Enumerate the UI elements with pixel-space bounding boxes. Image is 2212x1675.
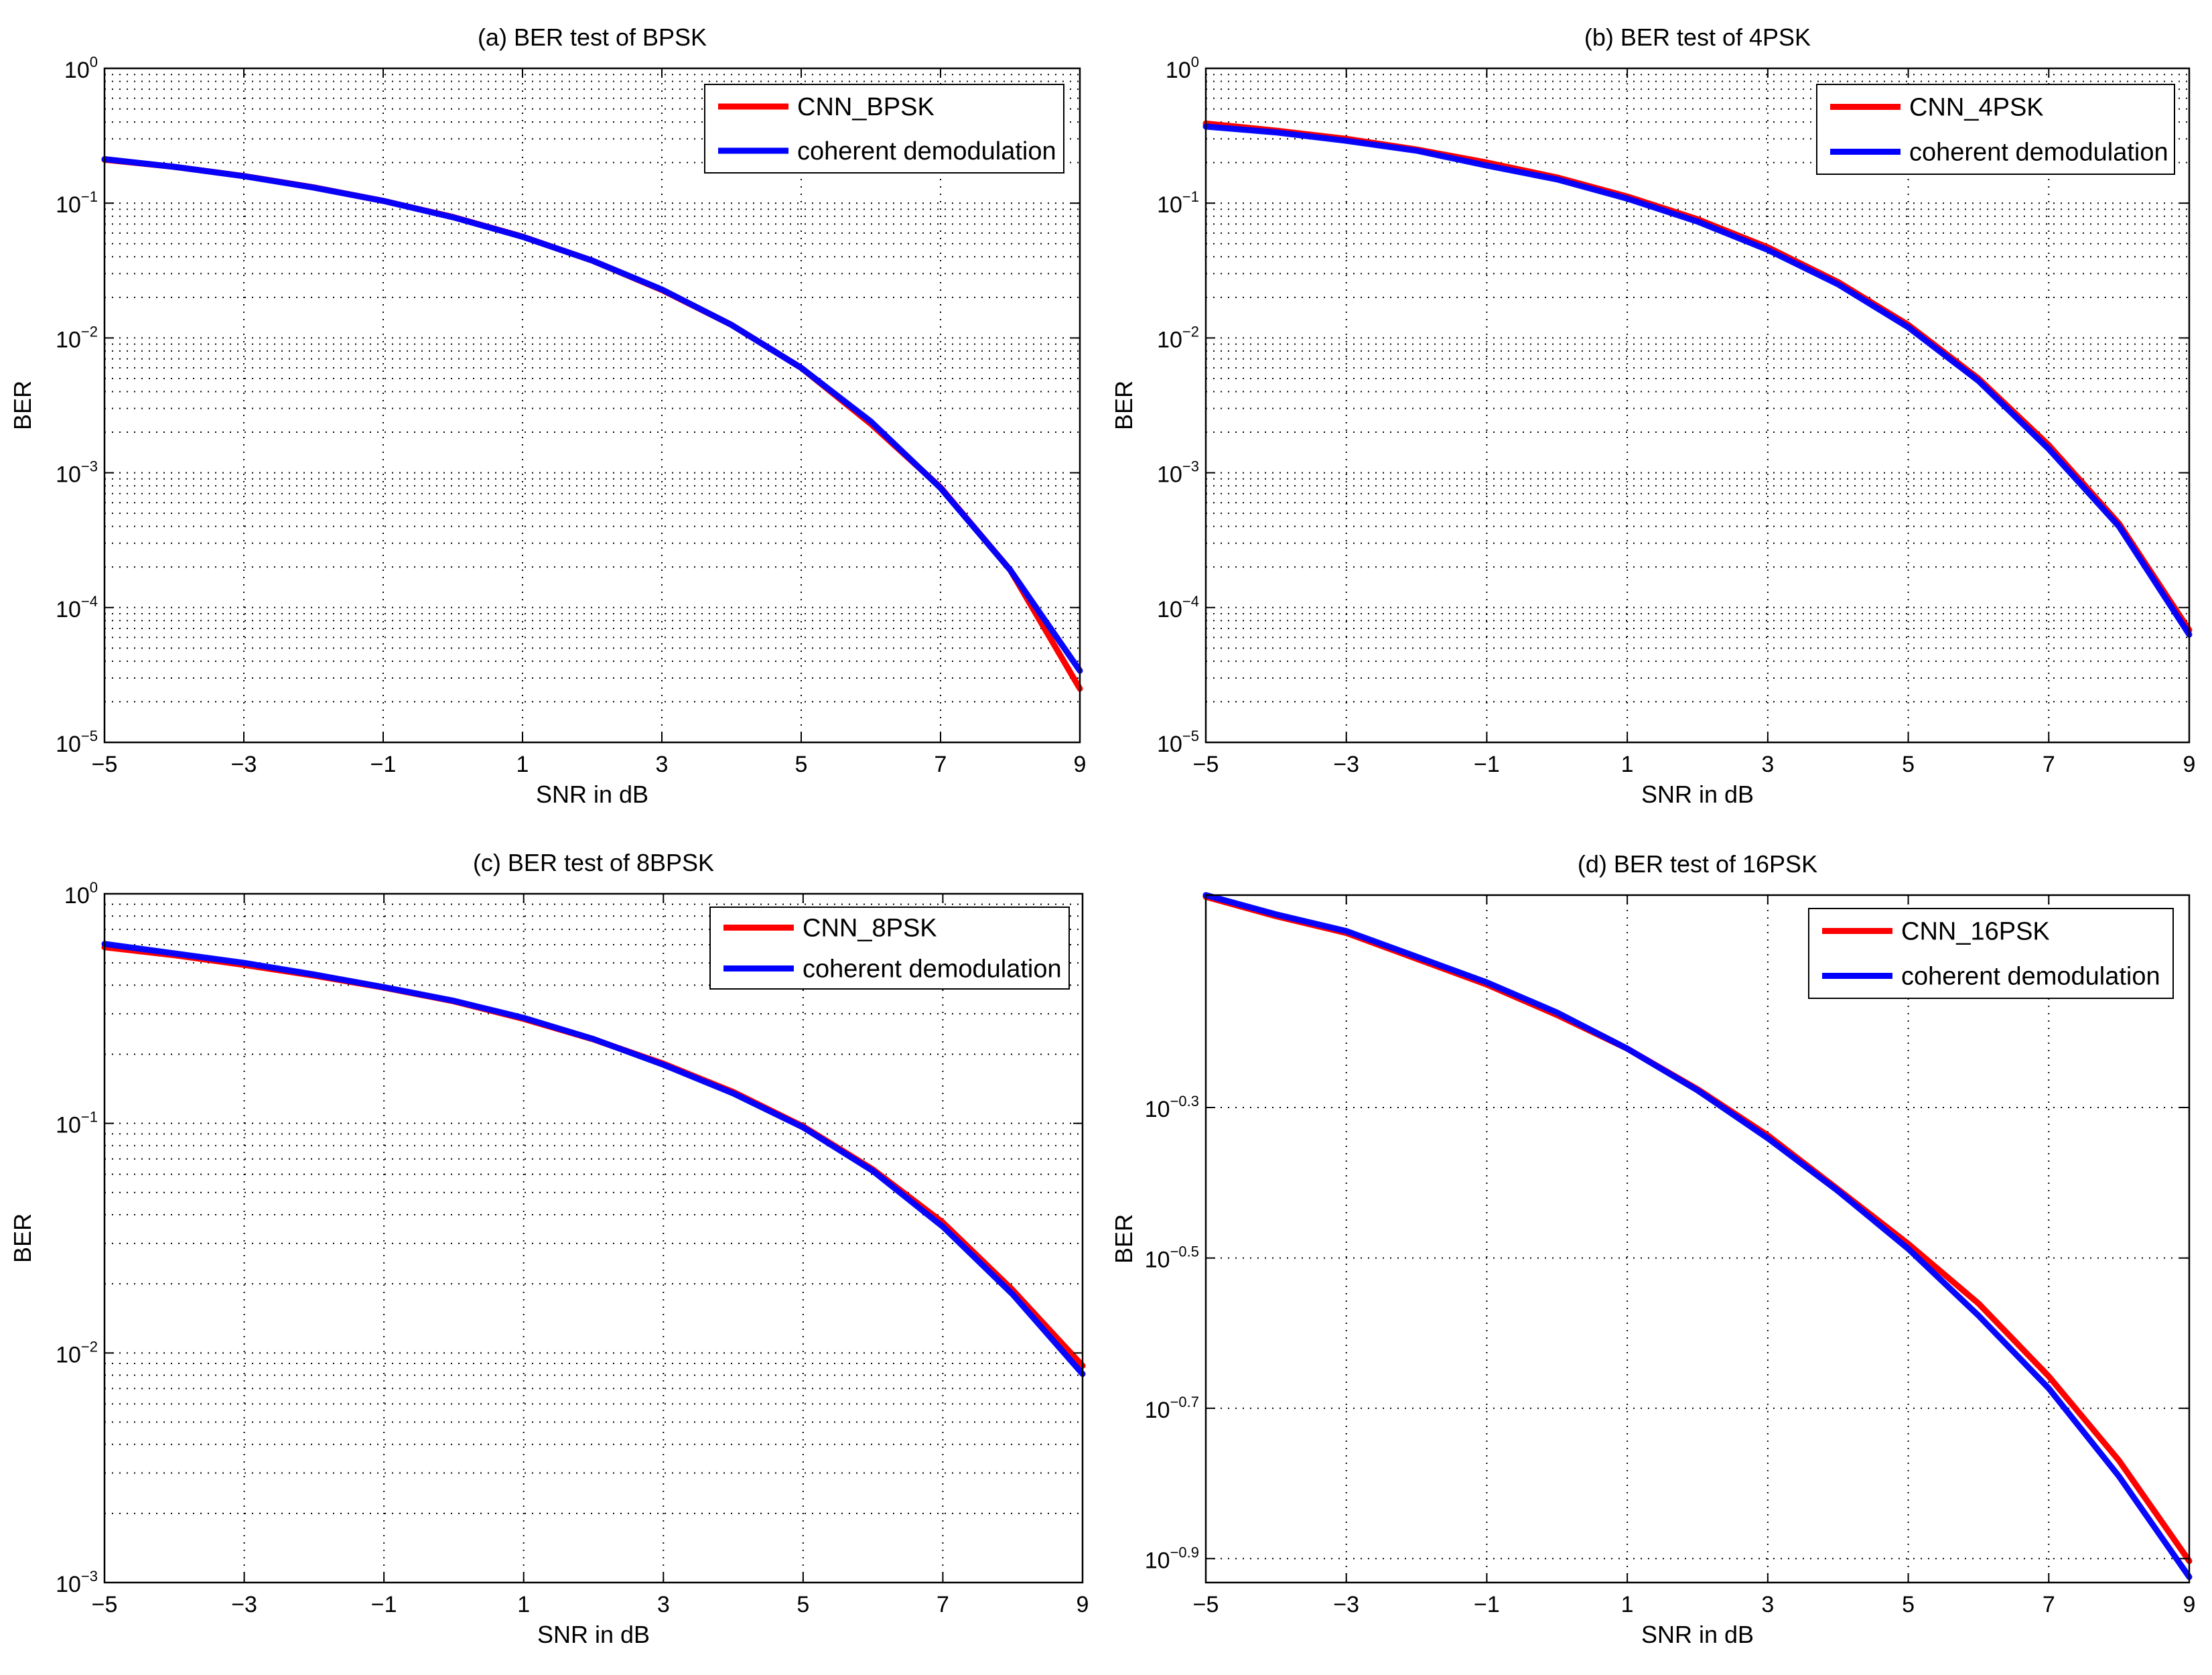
plot-frame [1204, 67, 2191, 744]
y-tick-label: 10−4 [1157, 593, 1199, 622]
x-tick-label: 5 [797, 1592, 809, 1617]
y-tick-label: 10−3 [56, 1568, 98, 1597]
y-axis-label: BER [9, 381, 36, 430]
y-axis-label: BER [1110, 381, 1137, 430]
x-tick-label: 1 [517, 1592, 530, 1617]
legend-label-0: CNN_BPSK [797, 93, 935, 121]
legend: CNN_8PSK coherent demodulation [709, 907, 1070, 990]
y-axis-label: BER [9, 1213, 36, 1263]
x-tick-label: −5 [92, 1592, 118, 1617]
y-tick-label: 10−2 [1157, 323, 1199, 352]
y-tick-label: 10−2 [56, 323, 98, 352]
chart-title: (d) BER test of 16PSK [1578, 850, 1817, 878]
legend-label-1: coherent demodulation [797, 137, 1056, 165]
x-tick-label: −5 [1193, 1592, 1219, 1617]
legend-label-0: CNN_16PSK [1901, 918, 2050, 946]
legend: CNN_BPSK coherent demodulation [704, 84, 1064, 174]
y-tick-label: 100 [64, 54, 98, 83]
chart-3: −5 −3 −1 1 3 5 7 9 10−0.3 10−0.5 10−0.7 10−0.9 (d) B… [1110, 850, 2195, 1648]
x-tick-label: 1 [1621, 752, 1634, 777]
x-axis-label: SNR in dB [537, 1621, 650, 1648]
grid [105, 68, 1080, 742]
x-tick-label: −3 [231, 1592, 257, 1617]
x-tick-label: −5 [92, 752, 118, 777]
x-tick-label: 3 [1761, 752, 1774, 777]
legend-box [709, 907, 1070, 990]
plot-frame [103, 892, 1084, 1584]
legend-label-1: coherent demodulation [1909, 139, 2168, 167]
x-tick-label: 7 [935, 752, 947, 777]
x-tick-label: 9 [2183, 752, 2196, 777]
y-tick-label: 10−1 [56, 188, 98, 218]
chart-title: (a) BER test of BPSK [478, 23, 707, 51]
y-tick-label: 100 [1166, 54, 1199, 83]
x-tick-label: 1 [1621, 1592, 1634, 1617]
x-tick-label: −1 [1474, 752, 1500, 777]
series-line-0 [101, 944, 1086, 1369]
legend-box [1808, 908, 2174, 999]
x-tick-label: 5 [1902, 1592, 1915, 1617]
y-tick-label: 10−1 [1157, 188, 1199, 218]
legend-label-1: coherent demodulation [1901, 963, 2160, 991]
y-tick-label: 10−0.3 [1145, 1093, 1199, 1122]
y-tick-label: 100 [64, 879, 98, 909]
x-tick-label: 7 [2043, 1592, 2055, 1617]
chart-2: −5 −3 −1 1 3 5 7 9 100 10−1 10−2 10−3 (c) BER test o… [9, 849, 1089, 1648]
x-tick-label: 9 [1077, 1592, 1089, 1617]
chart-title: (c) BER test of 8BPSK [473, 849, 714, 876]
y-tick-label: 10−1 [56, 1109, 98, 1138]
series-line-0 [101, 156, 1083, 692]
x-tick-label: 5 [1902, 752, 1915, 777]
chart-1: −5 −3 −1 1 3 5 7 9 100 10−1 10−2 10−3 10−4 10−5 (b) BE… [1110, 23, 2195, 808]
legend: CNN_16PSK coherent demodulation [1808, 908, 2174, 999]
y-axis-label: BER [1110, 1214, 1137, 1264]
x-tick-label: −1 [371, 1592, 397, 1617]
x-tick-label: 9 [2183, 1592, 2196, 1617]
y-tick-label: 10−0.9 [1145, 1544, 1199, 1573]
legend-label-0: CNN_4PSK [1909, 94, 2044, 122]
x-axis-label: SNR in dB [1641, 1621, 1754, 1648]
grid [105, 894, 1083, 1583]
x-tick-label: 3 [657, 1592, 670, 1617]
x-tick-label: −3 [231, 752, 257, 777]
x-tick-label: 5 [795, 752, 808, 777]
x-tick-label: 3 [1761, 1592, 1774, 1617]
y-tick-label: 10−3 [56, 458, 98, 488]
series-line-1 [1202, 892, 2193, 1581]
plot-frame [103, 67, 1081, 744]
legend: CNN_4PSK coherent demodulation [1816, 84, 2175, 175]
chart-0: −5 −3 −1 1 3 5 7 9 100 10−1 10−2 10−3 10−4 10−5 (a) BE… [9, 23, 1086, 808]
x-tick-label: −1 [1474, 1592, 1500, 1617]
series-line-1 [1202, 123, 2193, 638]
x-tick-label: 3 [656, 752, 669, 777]
plot-frame [1204, 894, 2191, 1584]
y-tick-label: 10−5 [56, 728, 98, 757]
chart-title: (b) BER test of 4PSK [1584, 23, 1811, 51]
y-tick-label: 10−4 [56, 593, 98, 622]
legend-box [704, 84, 1064, 174]
x-axis-label: SNR in dB [1641, 781, 1754, 808]
y-tick-label: 10−3 [1157, 458, 1199, 488]
legend-box [1816, 84, 2175, 175]
x-tick-label: 9 [1074, 752, 1087, 777]
x-tick-label: −5 [1193, 752, 1219, 777]
x-tick-label: 1 [516, 752, 529, 777]
y-tick-label: 10−2 [56, 1338, 98, 1367]
legend-label-1: coherent demodulation [803, 955, 1062, 984]
series-line-0 [1202, 120, 2193, 633]
x-tick-label: −3 [1333, 752, 1359, 777]
series-line-1 [101, 941, 1086, 1378]
x-tick-label: −3 [1333, 1592, 1359, 1617]
x-axis-label: SNR in dB [536, 781, 648, 808]
y-tick-label: 10−0.7 [1145, 1394, 1199, 1423]
x-tick-label: 7 [2043, 752, 2055, 777]
x-tick-label: 7 [937, 1592, 949, 1617]
series-line-1 [101, 156, 1083, 674]
legend-label-0: CNN_8PSK [803, 915, 937, 943]
y-tick-label: 10−5 [1157, 728, 1199, 757]
x-tick-label: −1 [370, 752, 397, 777]
y-tick-label: 10−0.5 [1145, 1244, 1199, 1273]
